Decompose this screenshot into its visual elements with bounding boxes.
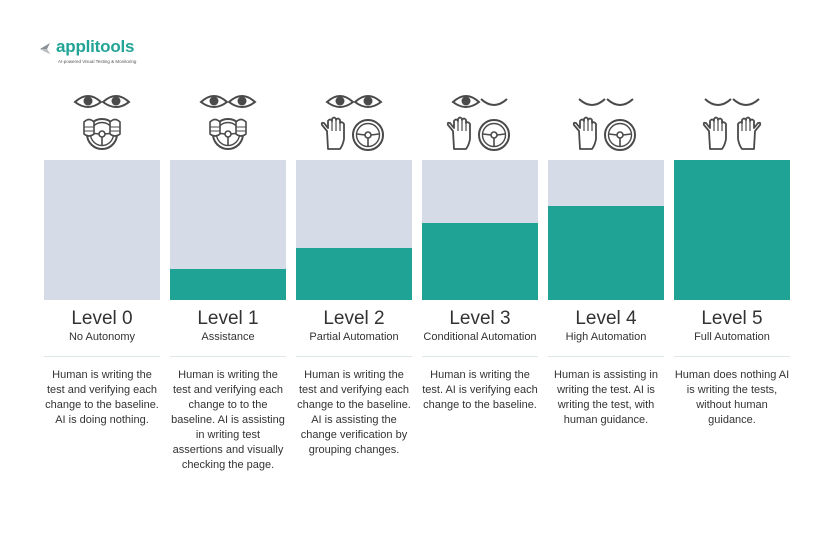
open-eye-icon [451, 95, 481, 108]
automation-bar [674, 160, 790, 300]
automation-bar [296, 160, 412, 300]
level-subtitle: Assistance [201, 331, 255, 343]
level-icons [199, 95, 257, 150]
raised-hand-icon [320, 116, 345, 150]
closed-eye-icon [704, 98, 732, 106]
divider [44, 356, 160, 357]
level-description: Human does nothing AI is writing the tes… [674, 369, 790, 426]
hands-on-wheel-icon [209, 118, 247, 150]
level-subtitle: Partial Automation [309, 331, 399, 343]
level-icons [446, 95, 510, 151]
open-eye-icon [325, 95, 355, 108]
level-description: Human is writing the test and verifying … [171, 369, 285, 471]
automation-bar [422, 160, 538, 300]
divider [422, 356, 538, 357]
open-eye-icon [227, 95, 257, 108]
divider [674, 356, 790, 357]
divider [296, 356, 412, 357]
level-subtitle: No Autonomy [68, 331, 136, 343]
level-icons [572, 98, 636, 151]
level-description: Human is writing the test. AI is verifyi… [422, 369, 538, 411]
level-icons [320, 95, 384, 151]
logo-tagline: AI-powered Visual Testing & Monitoring [58, 59, 137, 64]
open-eye-icon [73, 95, 103, 108]
raised-hand-icon [572, 116, 597, 150]
raised-hand-icon [737, 116, 762, 150]
raised-hand-icon [446, 116, 471, 150]
level-subtitle: High Automation [565, 331, 647, 343]
open-eye-icon [353, 95, 383, 108]
level-title: Level 5 [701, 308, 763, 329]
automation-bar-fill [170, 269, 286, 300]
automation-bar-fill [548, 206, 664, 300]
closed-eye-icon [732, 98, 760, 106]
hands-on-wheel-icon [83, 118, 121, 150]
open-eye-icon [199, 95, 229, 108]
steering-wheel-icon [352, 119, 384, 151]
raised-hand-icon [702, 116, 727, 150]
steering-wheel-icon [478, 119, 510, 151]
level-subtitle: Full Automation [694, 331, 770, 343]
steering-wheel-icon [604, 119, 636, 151]
automation-bar-fill [422, 223, 538, 300]
level-description: Human is assisting in writing the test. … [554, 369, 658, 426]
applitools-logo-icon [40, 43, 50, 54]
level-title: Level 2 [323, 308, 385, 329]
level-icons [73, 95, 131, 150]
divider [548, 356, 664, 357]
closed-eye-icon [578, 98, 606, 106]
level-title: Level 4 [575, 308, 637, 329]
automation-bar [170, 160, 286, 300]
level-title: Level 3 [449, 308, 511, 329]
level-description: Human is writing the test and verifying … [45, 369, 159, 426]
level-subtitle: Conditional Automation [423, 331, 537, 343]
divider [170, 356, 286, 357]
open-eye-icon [101, 95, 131, 108]
applitools-logo: applitools AI-powered Visual Testing & M… [38, 37, 178, 70]
automation-bar-fill [674, 160, 790, 300]
level-title: Level 0 [71, 308, 133, 329]
closed-eye-icon [480, 98, 508, 106]
level-description: Human is writing the test and verifying … [297, 369, 411, 456]
automation-bar-fill [296, 248, 412, 300]
automation-bar [44, 160, 160, 300]
logo-name: applitools [56, 37, 135, 56]
level-icons [702, 98, 762, 150]
automation-bar [548, 160, 664, 300]
level-title: Level 1 [197, 308, 259, 329]
closed-eye-icon [606, 98, 634, 106]
